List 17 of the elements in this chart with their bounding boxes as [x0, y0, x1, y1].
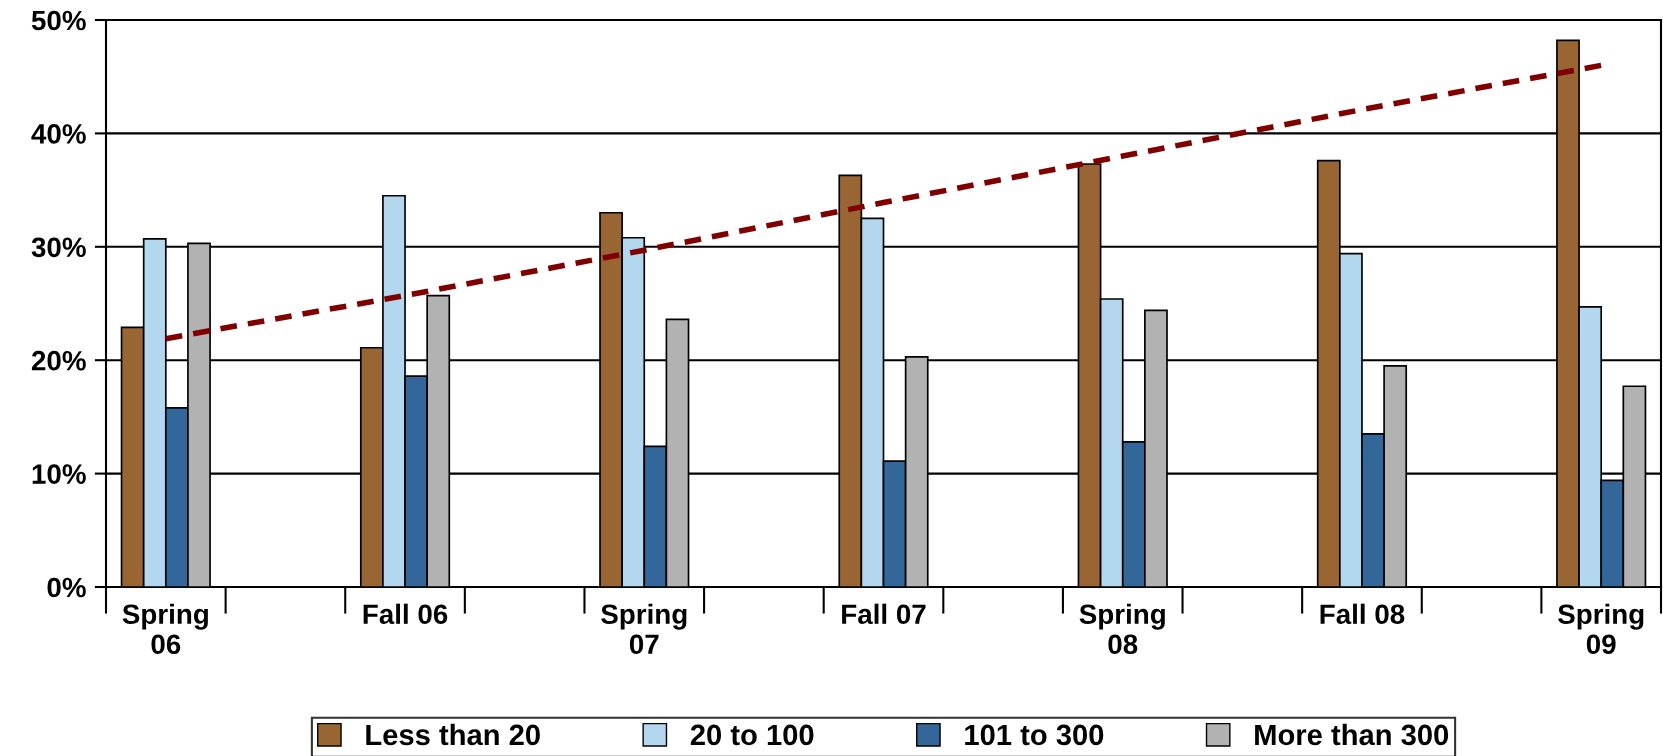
- legend-label: More than 300: [1255, 723, 1449, 746]
- x-tick-label: Spring 06: [122, 603, 208, 655]
- x-tick-label: Fall 06: [363, 603, 448, 625]
- x-tick-label: Spring 07: [601, 603, 687, 655]
- legend-label: 101 to 300: [965, 724, 1104, 746]
- x-tick-label: Spring 09: [1558, 603, 1644, 655]
- x-tick-label: Fall 08: [1320, 603, 1405, 625]
- y-tick-label: 10%: [32, 464, 86, 484]
- y-tick-label: 40%: [31, 124, 86, 144]
- legend-label: 20 to 100: [690, 724, 814, 746]
- y-tick-label: 20%: [31, 350, 86, 371]
- y-tick-label: 0%: [47, 577, 86, 598]
- y-tick-label: 30%: [31, 237, 86, 258]
- legend-label: Less than 20: [366, 723, 540, 746]
- x-tick-label: Fall 07: [842, 603, 926, 625]
- x-tick-label: Spring 08: [1079, 603, 1165, 655]
- y-tick-label: 50%: [31, 10, 86, 31]
